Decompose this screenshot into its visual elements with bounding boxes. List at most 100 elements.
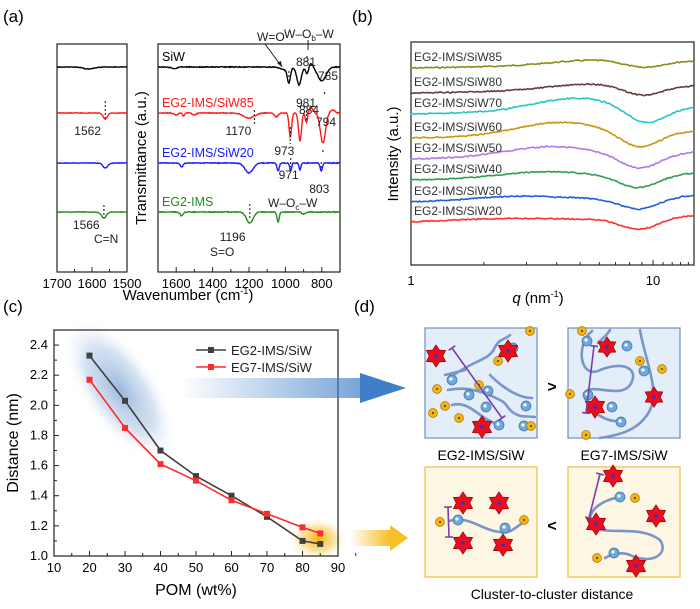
panel-b-curve-eg2-ims-siw30 (410, 194, 695, 211)
panel-c-xtick-label: 80 (295, 560, 309, 575)
panel-b-curve-eg2-ims-siw85 (410, 58, 695, 70)
panel-b-xtick-label: 1 (407, 273, 414, 288)
panel-d-schematic: > < EG2-IMS/SiW EG7-IMS/SiW Cluster-to-c… (180, 326, 681, 602)
distance-bracket (451, 347, 503, 419)
legend-marker (208, 347, 214, 353)
anion-dot-icon (497, 360, 499, 362)
peak-label-1562: 1562 (74, 124, 101, 138)
panel-c-xtick-label: 50 (189, 560, 203, 575)
panel-label-b: (b) (352, 7, 373, 26)
polymer-chain (446, 387, 537, 419)
panel-label-a: (a) (3, 7, 24, 26)
comparator-greater: > (547, 379, 556, 396)
panel-b-curve-eg2-ims-siw60 (410, 121, 695, 149)
panel-c-ytick-label: 1.2 (30, 518, 48, 533)
panel-a-ylabel: Transmittance (a.u.) (133, 91, 150, 225)
panel-a-right-curve-eg2-ims (157, 210, 341, 224)
panel-a-left-curve-eg2-ims-siw85 (56, 111, 128, 121)
peak-label-981: 981 (296, 96, 316, 110)
cluster-center-icon (605, 345, 609, 349)
peak-label-803: 803 (309, 182, 329, 196)
peak-label-971: 971 (279, 168, 299, 182)
caption-eg7: EG7-IMS/SiW (580, 447, 668, 463)
panel-a-xlabel: Wavenumber (cm-1) (123, 286, 254, 304)
yellow-arrow-icon (390, 525, 408, 551)
cluster-center-icon (501, 543, 505, 547)
yellow-arrow-shaft (350, 530, 390, 546)
bond-label-s-o: S=O (210, 245, 234, 259)
anion-dot-icon (585, 434, 587, 436)
cation-highlight-icon (609, 404, 613, 408)
panel-a-series-label: EG2-IMS/SiW20 (162, 146, 254, 160)
bond-label-w-oc-w: W–Oc–W (268, 196, 318, 212)
panel-b-xlabel-var: q (512, 290, 521, 307)
panel-c-ylabel: Distance (nm) (5, 393, 22, 493)
cluster-center-icon (611, 474, 615, 478)
panel-c-ytick-label: 1.8 (30, 427, 48, 442)
cluster-center-icon (434, 354, 438, 358)
panel-c-xtick-label: 40 (153, 560, 167, 575)
cluster-center-icon (461, 541, 465, 545)
cation-highlight-icon (466, 392, 470, 396)
panel-c-marker-eg2-ims-siw (264, 513, 270, 520)
anion-dot-icon (634, 497, 636, 499)
panel-c-xtick-label: 20 (82, 560, 96, 575)
distance-bracket (585, 345, 595, 414)
panel-c-xtick-label: 60 (224, 560, 238, 575)
panel-b-curve-eg2-ims-siw50 (410, 145, 695, 170)
panel-c-xlabel: POM (wt%) (155, 582, 237, 599)
cation-highlight-icon (496, 422, 500, 426)
panel-b-curve-eg2-ims-siw40 (410, 170, 695, 189)
panel-label-d: (d) (354, 297, 375, 316)
polymer-chain (488, 373, 534, 400)
legend-label: EG7-IMS/SiW (231, 360, 313, 375)
cluster-center-icon (461, 501, 465, 505)
panel-b-series-label: EG2-IMS/SiW50 (414, 141, 502, 155)
panel-c-xtick-label: 70 (260, 560, 274, 575)
panel-c-xtick-label: 10 (47, 560, 61, 575)
panel-a-series-label: SiW (162, 50, 185, 64)
cluster-center-icon (594, 522, 598, 526)
blue-arrow-shaft (180, 378, 360, 398)
panel-a-right-xtick-label: 1600 (162, 276, 191, 291)
polymer-chain (443, 368, 467, 377)
anion-dot-icon (458, 417, 460, 419)
panel-a-series-label: EG2-IMS/SiW85 (162, 96, 254, 110)
panel-c-marker-eg2-ims-siw (299, 537, 306, 544)
peak-label-1196: 1196 (220, 230, 246, 244)
panel-b-frame (410, 41, 695, 266)
bond-label-w-ob-w-pre: W–O (284, 27, 311, 41)
distance-bracket-cap (595, 472, 605, 476)
cation-highlight-icon (449, 377, 453, 381)
cation-highlight-icon (523, 403, 527, 407)
bond-label-w-ob-w: W–Ob–W (284, 27, 334, 43)
anion-dot-icon (596, 557, 598, 559)
panel-b-xlabel: q (nm-1) (512, 289, 563, 307)
panel-a-xlabel-exp: -1 (240, 286, 248, 296)
panel-label-c: (c) (3, 297, 23, 316)
peak-label-785: 785 (318, 69, 338, 83)
panel-a-right-curve-eg2-ims-siw20 (157, 161, 341, 174)
panel-a-left-xtick-label: 1700 (43, 276, 72, 291)
peak-label-973: 973 (274, 144, 294, 158)
panel-c-marker-eg7-ims-siw (299, 524, 306, 531)
panel-c-marker-eg2-ims-siw (122, 397, 128, 404)
panel-c-line-eg2-ims-siw (88, 355, 321, 545)
caption-eg2: EG2-IMS/SiW (437, 447, 525, 463)
distance-bracket-cap (448, 345, 456, 351)
distance-bracket-cap (581, 411, 591, 415)
cation-highlight-icon (502, 525, 506, 529)
cluster-center-icon (593, 405, 597, 409)
caption-cluster-distance: Cluster-to-cluster distance (471, 586, 634, 602)
anion-dot-icon (529, 330, 531, 332)
panel-a-right-xtick-label: 800 (311, 276, 333, 291)
panel-c-marker-eg2-ims-siw (228, 492, 235, 499)
panel-c-xtick-label: 90 (331, 560, 345, 575)
panel-a-ftir: 1700 1600 1500 1600 1400 1200 1000 800 SiW EG2-I… (43, 27, 341, 304)
cluster-center-icon (506, 349, 510, 353)
panel-b-xlabel-unit: (nm (525, 290, 551, 307)
panel-c-distance: 10 20 30 40 50 60 70 80 90 1.0 1.2 1.4 1.6 1.8 2.0 2.2 2… (5, 317, 357, 599)
bond-label-w-o: W=O (257, 30, 285, 44)
panel-b-curve-eg2-ims-siw20 (410, 214, 695, 231)
